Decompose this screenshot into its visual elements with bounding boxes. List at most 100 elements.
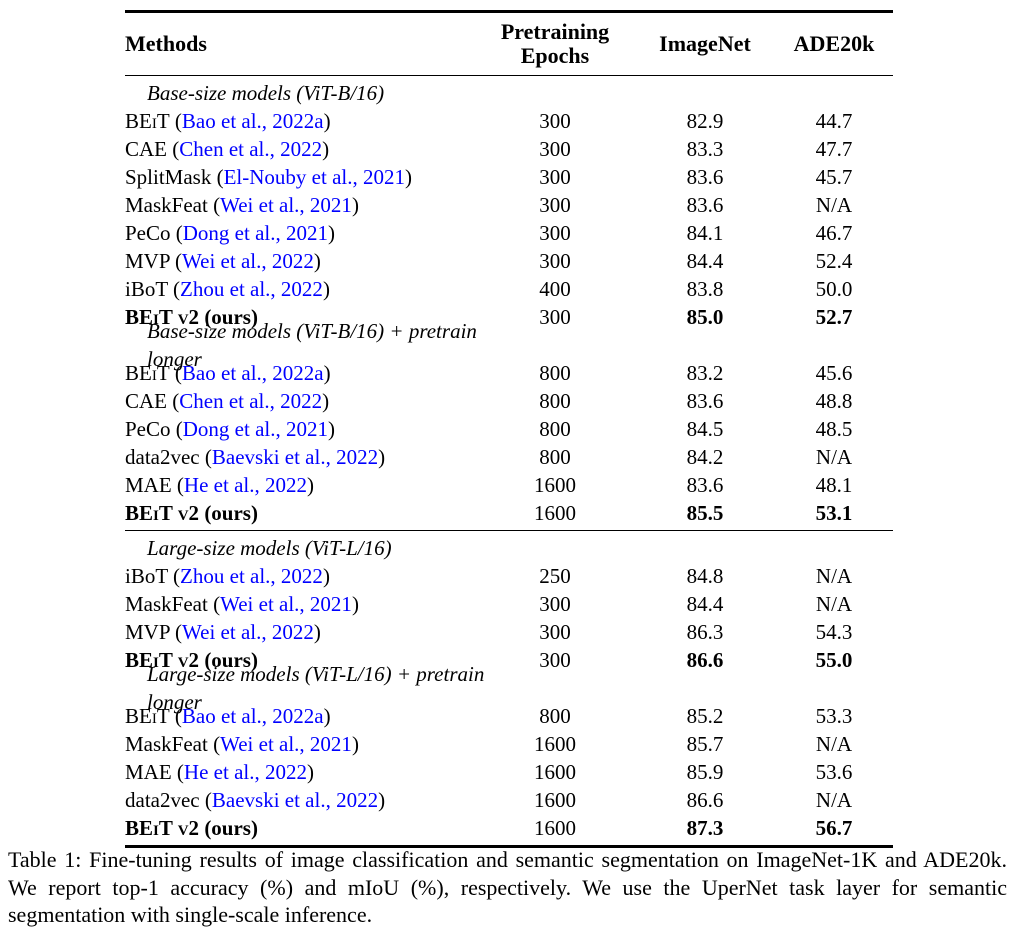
ade20k-cell: 45.6: [815, 360, 853, 385]
citation-link[interactable]: Dong et al., 2021: [182, 220, 328, 245]
method-cell: MaskFeat (Wei et al., 2021): [125, 590, 475, 618]
ours-suffix: (ours): [199, 816, 258, 841]
citation-link[interactable]: Bao et al., 2022a: [181, 360, 324, 385]
imagenet-cell: 85.2: [686, 704, 724, 729]
method-name: MAE: [125, 760, 172, 785]
method-name: MAE: [125, 472, 172, 497]
epochs-cell: 300: [539, 108, 571, 133]
ours-suffix: (ours): [199, 500, 258, 525]
ours-suffix: (ours): [199, 648, 258, 673]
citation-link[interactable]: Bao et al., 2022a: [181, 704, 324, 729]
epochs-cell: 800: [539, 416, 571, 441]
imagenet-cell: 83.8: [686, 276, 724, 301]
citation-parenthetical: (Zhou et al., 2022): [167, 564, 330, 589]
table-row: BEiT v2 (ours) 300 86.6 55.0: [125, 646, 893, 674]
citation-parenthetical: (Bao et al., 2022a): [169, 108, 331, 133]
table-row: BEiT (Bao et al., 2022a) 800 83.2 45.6: [125, 359, 893, 387]
ade20k-cell: 48.1: [815, 472, 853, 497]
ade20k-cell: 55.0: [815, 648, 853, 673]
citation-link[interactable]: Chen et al., 2022: [179, 388, 323, 413]
citation-link[interactable]: Bao et al., 2022a: [181, 108, 324, 133]
epochs-cell: 300: [539, 220, 571, 245]
citation-parenthetical: (Chen et al., 2022): [167, 136, 330, 161]
citation-link[interactable]: Wei et al., 2021: [220, 192, 352, 217]
method-name: BEiT: [125, 360, 170, 385]
ade20k-cell: 53.6: [815, 760, 853, 785]
citation-link[interactable]: Wei et al., 2022: [182, 248, 314, 273]
citation-link[interactable]: Wei et al., 2021: [220, 732, 352, 757]
ade20k-cell: N/A: [815, 564, 853, 589]
ade20k-cell: N/A: [815, 192, 853, 217]
section-heading: Base-size models (ViT-B/16): [147, 80, 385, 105]
table-row: BEiT v2 (ours) 1600 87.3 56.7: [125, 814, 893, 842]
method-cell: iBoT (Zhou et al., 2022): [125, 275, 475, 303]
epochs-cell: 300: [539, 136, 571, 161]
epochs-cell: 800: [539, 704, 571, 729]
citation-link[interactable]: Chen et al., 2022: [179, 136, 323, 161]
method-name: PeCo: [125, 416, 171, 441]
method-name: BEiT v2: [125, 816, 200, 841]
citation-link[interactable]: Zhou et al., 2022: [180, 564, 323, 589]
method-name: MaskFeat: [125, 192, 208, 217]
citation-link[interactable]: Baevski et al., 2022: [211, 444, 379, 469]
imagenet-cell: 85.7: [686, 732, 724, 757]
method-name: iBoT: [125, 276, 168, 301]
citation-link[interactable]: Zhou et al., 2022: [180, 276, 323, 301]
imagenet-cell: 82.9: [686, 108, 724, 133]
citation-parenthetical: (Wei et al., 2022): [169, 620, 321, 645]
ade20k-cell: 45.7: [815, 164, 853, 189]
results-table: Methods Pretraining Epochs ImageNet ADE2…: [125, 10, 893, 848]
ours-suffix: (ours): [199, 304, 258, 329]
table-row: MAE (He et al., 2022) 1600 83.6 48.1: [125, 471, 893, 499]
method-cell: MVP (Wei et al., 2022): [125, 247, 475, 275]
table-row: iBoT (Zhou et al., 2022) 250 84.8 N/A: [125, 562, 893, 590]
imagenet-cell: 84.4: [686, 248, 724, 273]
method-name: BEiT: [125, 704, 170, 729]
epochs-cell: 800: [539, 360, 571, 385]
citation-parenthetical: (Zhou et al., 2022): [167, 276, 330, 301]
citation-link[interactable]: Wei et al., 2021: [220, 592, 352, 617]
method-name: MVP: [125, 248, 170, 273]
epochs-cell: 1600: [534, 788, 576, 813]
imagenet-cell: 85.9: [686, 760, 724, 785]
method-name: data2vec: [125, 788, 200, 813]
table-row: iBoT (Zhou et al., 2022) 400 83.8 50.0: [125, 275, 893, 303]
method-name: BEiT v2: [125, 648, 200, 673]
method-cell: MVP (Wei et al., 2022): [125, 618, 475, 646]
table-mid-rule: [125, 529, 893, 532]
citation-link[interactable]: He et al., 2022: [183, 760, 307, 785]
section-heading-row: Large-size models (ViT-L/16) + pretrain …: [125, 662, 893, 714]
citation-link[interactable]: Baevski et al., 2022: [211, 788, 379, 813]
citation-link[interactable]: Wei et al., 2022: [182, 620, 314, 645]
imagenet-cell: 85.5: [686, 500, 724, 525]
table-row: PeCo (Dong et al., 2021) 800 84.5 48.5: [125, 415, 893, 443]
citation-parenthetical: (Wei et al., 2021): [207, 592, 359, 617]
table-row: MVP (Wei et al., 2022) 300 84.4 52.4: [125, 247, 893, 275]
citation-parenthetical: (Bao et al., 2022a): [169, 360, 331, 385]
citation-link[interactable]: Dong et al., 2021: [182, 416, 328, 441]
epochs-cell: 300: [539, 192, 571, 217]
imagenet-cell: 84.5: [686, 416, 724, 441]
imagenet-cell: 84.1: [686, 220, 724, 245]
citation-link[interactable]: He et al., 2022: [183, 472, 307, 497]
method-cell: MAE (He et al., 2022): [125, 471, 475, 499]
ade20k-cell: 46.7: [815, 220, 853, 245]
citation-link[interactable]: El-Nouby et al., 2021: [223, 164, 405, 189]
header-pretraining-epochs: Pretraining Epochs: [500, 18, 610, 68]
imagenet-cell: 83.6: [686, 472, 724, 497]
ade20k-cell: 44.7: [815, 108, 853, 133]
method-cell: data2vec (Baevski et al., 2022): [125, 786, 475, 814]
section-heading: Large-size models (ViT-L/16): [147, 536, 392, 561]
epochs-cell: 300: [539, 620, 571, 645]
method-name: BEiT v2: [125, 500, 200, 525]
citation-parenthetical: (Dong et al., 2021): [170, 416, 335, 441]
citation-parenthetical: (Baevski et al., 2022): [199, 788, 386, 813]
ade20k-cell: 56.7: [815, 816, 853, 841]
ade20k-cell: 53.3: [815, 704, 853, 729]
ade20k-cell: 50.0: [815, 276, 853, 301]
citation-parenthetical: (El-Nouby et al., 2021): [211, 164, 412, 189]
table-block-large: Large-size models (ViT-L/16) iBoT (Zhou e…: [125, 531, 893, 845]
section-heading: Large-size models (ViT-L/16) + pretrain …: [147, 662, 485, 715]
citation-parenthetical: (Wei et al., 2021): [207, 732, 359, 757]
